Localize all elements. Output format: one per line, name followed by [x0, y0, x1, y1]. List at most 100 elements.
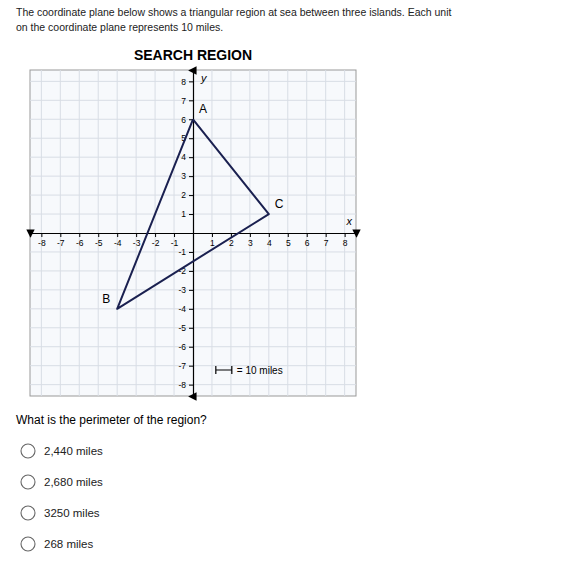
subtitle-line: on the coordinate plane represents 10 mi…	[16, 21, 223, 33]
answer-choices: 2,440 miles 2,680 miles 3250 miles 268 mile…	[21, 444, 103, 551]
tick-mark	[189, 176, 193, 177]
tick-mark	[189, 252, 193, 253]
annotations: A B C = 10 miles	[102, 102, 284, 375]
triangle-line	[117, 119, 269, 309]
tick: -1	[171, 233, 179, 248]
tick-mark	[79, 233, 80, 237]
tick: -7	[178, 361, 193, 371]
tick: -3	[178, 285, 193, 295]
tick-label: -8	[38, 238, 46, 248]
tick: 1	[181, 209, 193, 219]
tick-mark	[136, 233, 137, 237]
tick-mark	[98, 233, 99, 237]
tick-mark	[269, 233, 270, 237]
tick-mark	[189, 138, 193, 139]
tick-mark	[288, 233, 289, 237]
tick: -5	[95, 233, 103, 248]
tick-mark	[117, 233, 118, 237]
tick: 6	[305, 233, 310, 248]
tick-label: 8	[343, 238, 348, 248]
tick-mark	[189, 347, 193, 348]
tick-label: -4	[178, 304, 186, 314]
tick: -7	[57, 233, 65, 248]
tick-label: -4	[114, 238, 122, 248]
tick-label: 3	[248, 238, 253, 248]
tick-label: -5	[178, 323, 186, 333]
subtitle: The coordinate plane below shows a trian…	[16, 6, 452, 33]
tick-label: 3	[181, 171, 186, 181]
tick-label: -6	[76, 238, 84, 248]
x-axis-label: x	[346, 215, 353, 227]
tick: -8	[178, 380, 193, 390]
tick-label: -6	[178, 342, 186, 352]
tick-label: -1	[178, 247, 186, 257]
radio-button[interactable]	[21, 475, 35, 489]
tick-mark	[60, 233, 61, 237]
title: SEARCH REGION	[134, 47, 252, 63]
tick-mark	[189, 290, 193, 291]
answer-choice[interactable]: 3250 miles	[44, 507, 100, 519]
scale-bar: = 10 miles	[216, 365, 283, 376]
tick: -3	[133, 233, 141, 248]
grid	[30, 70, 356, 396]
tick: 8	[343, 233, 348, 248]
tick-mark	[155, 233, 156, 237]
tick: -8	[38, 233, 46, 248]
radio-button[interactable]	[21, 506, 35, 520]
subtitle-line: The coordinate plane below shows a trian…	[16, 6, 452, 18]
tick-mark	[189, 328, 193, 329]
tick: 1	[210, 233, 215, 248]
chart: The coordinate plane below shows a trian…	[0, 0, 561, 588]
tick-mark	[189, 214, 193, 215]
tick-label: 7	[324, 238, 329, 248]
tick: -2	[152, 233, 160, 248]
tick: 3	[248, 233, 253, 248]
tick: 4	[267, 233, 272, 248]
vertex-label: A	[199, 102, 207, 116]
tick: -6	[76, 233, 84, 248]
tick-mark	[250, 233, 251, 237]
tick-label: 1	[210, 238, 215, 248]
tick-label: 6	[305, 238, 310, 248]
tick: -5	[178, 323, 193, 333]
tick-mark	[326, 233, 327, 237]
tick-label: 6	[181, 114, 186, 124]
tick-mark	[189, 157, 193, 158]
tick-label: -3	[178, 285, 186, 295]
tick-mark	[345, 233, 346, 237]
y-axis: -8-7-6-5-4-3-2-112345678	[178, 71, 193, 397]
tick: 3	[181, 171, 193, 181]
tick-mark	[212, 233, 213, 237]
tick-label: 7	[181, 96, 186, 106]
tick-label: -2	[152, 238, 160, 248]
tick-mark	[189, 271, 193, 272]
tick: -4	[114, 233, 122, 248]
radio-button[interactable]	[21, 444, 35, 458]
tick-label: 2	[181, 190, 186, 200]
tick-mark	[189, 366, 193, 367]
tick-label: -3	[133, 238, 141, 248]
vertex-label: B	[102, 292, 110, 306]
answer-choice[interactable]: 2,440 miles	[44, 445, 103, 457]
tick: 7	[324, 233, 329, 248]
tick-label: 4	[181, 152, 186, 162]
tick: 5	[286, 233, 291, 248]
tick-label: -7	[57, 238, 65, 248]
tick-label: 1	[181, 209, 186, 219]
marks	[117, 119, 269, 309]
vertex-label: C	[275, 197, 284, 211]
tick: -6	[178, 342, 193, 352]
tick: 8	[181, 77, 193, 87]
y-axis-label: y	[200, 72, 208, 84]
tick: 4	[181, 152, 193, 162]
tick-label: 4	[267, 238, 272, 248]
tick-mark	[174, 233, 175, 237]
scale-bar-line	[216, 366, 232, 374]
answer-choice[interactable]: 2,680 miles	[44, 476, 103, 488]
tick-label: -7	[178, 361, 186, 371]
scale-label: = 10 miles	[237, 365, 283, 376]
radio-button[interactable]	[21, 537, 35, 551]
tick-label: 8	[181, 77, 186, 87]
answer-choice[interactable]: 268 miles	[44, 538, 93, 550]
tick-mark	[189, 81, 193, 82]
